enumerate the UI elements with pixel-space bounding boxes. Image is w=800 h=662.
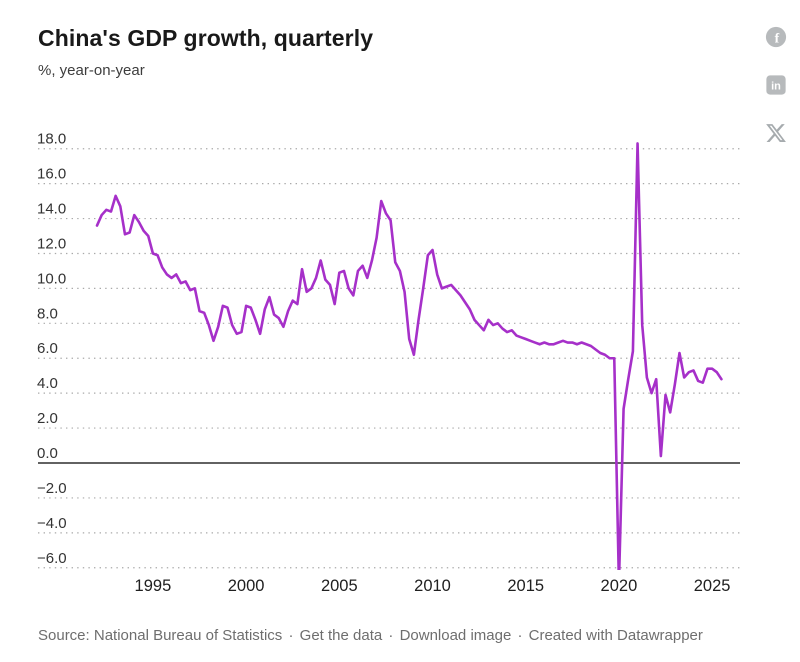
x-tick-label: 1995 xyxy=(135,577,172,595)
chart-title: China's GDP growth, quarterly xyxy=(38,25,374,51)
x-tick-labels: 1995 2000 2005 2010 2015 2020 2025 xyxy=(135,577,731,595)
y-tick-label: 10.0 xyxy=(37,270,66,287)
y-gridlines xyxy=(38,148,740,569)
footer-separator: · xyxy=(517,627,523,644)
x-tick-label: 2020 xyxy=(601,577,638,595)
y-tick-label: −6.0 xyxy=(37,550,67,567)
y-tick-label: 4.0 xyxy=(37,375,58,392)
y-tick-label: 12.0 xyxy=(37,235,66,252)
y-tick-label: 2.0 xyxy=(37,410,58,427)
footer-separator: · xyxy=(288,627,294,644)
x-tick-label: 2000 xyxy=(228,577,265,595)
y-tick-label: 0.0 xyxy=(37,445,58,462)
source-name: National Bureau of Statistics xyxy=(93,627,283,644)
gdp-line-chart: 18.0 16.0 14.0 12.0 10.0 8.0 6.0 4.0 2.0 0.0 −2.0 −… xyxy=(37,131,740,595)
footer-separator: · xyxy=(388,627,394,644)
x-tick-label: 2015 xyxy=(507,577,544,595)
y-tick-label: 8.0 xyxy=(37,305,58,322)
x-tick-label: 2005 xyxy=(321,577,358,595)
y-tick-label: 16.0 xyxy=(37,166,66,183)
y-tick-label: 14.0 xyxy=(37,201,66,218)
download-image-link[interactable]: Download image xyxy=(399,627,512,644)
source-label: Source: xyxy=(38,627,90,644)
x-share-icon[interactable] xyxy=(765,122,787,144)
y-tick-label: −2.0 xyxy=(37,480,67,497)
linkedin-glyph: in xyxy=(771,81,781,93)
created-with-datawrapper-link[interactable]: Created with Datawrapper xyxy=(528,627,703,644)
get-the-data-link[interactable]: Get the data xyxy=(299,627,383,644)
gdp-line-path xyxy=(95,142,723,570)
chart-footer: Source: National Bureau of Statistics · … xyxy=(38,626,710,645)
share-buttons: f in xyxy=(756,26,796,144)
facebook-share-icon[interactable]: f xyxy=(765,26,787,48)
y-tick-label: 6.0 xyxy=(37,340,58,357)
y-tick-label: −4.0 xyxy=(37,515,67,532)
y-tick-labels: 18.0 16.0 14.0 12.0 10.0 8.0 6.0 4.0 2.0 0.0 −2.0 −… xyxy=(37,131,67,567)
linkedin-share-icon[interactable]: in xyxy=(765,74,787,96)
x-tick-label: 2025 xyxy=(694,577,731,595)
y-tick-label: 18.0 xyxy=(37,131,66,148)
chart-subtitle: %, year-on-year xyxy=(38,62,145,79)
x-tick-label: 2010 xyxy=(414,577,451,595)
facebook-glyph: f xyxy=(775,31,780,46)
